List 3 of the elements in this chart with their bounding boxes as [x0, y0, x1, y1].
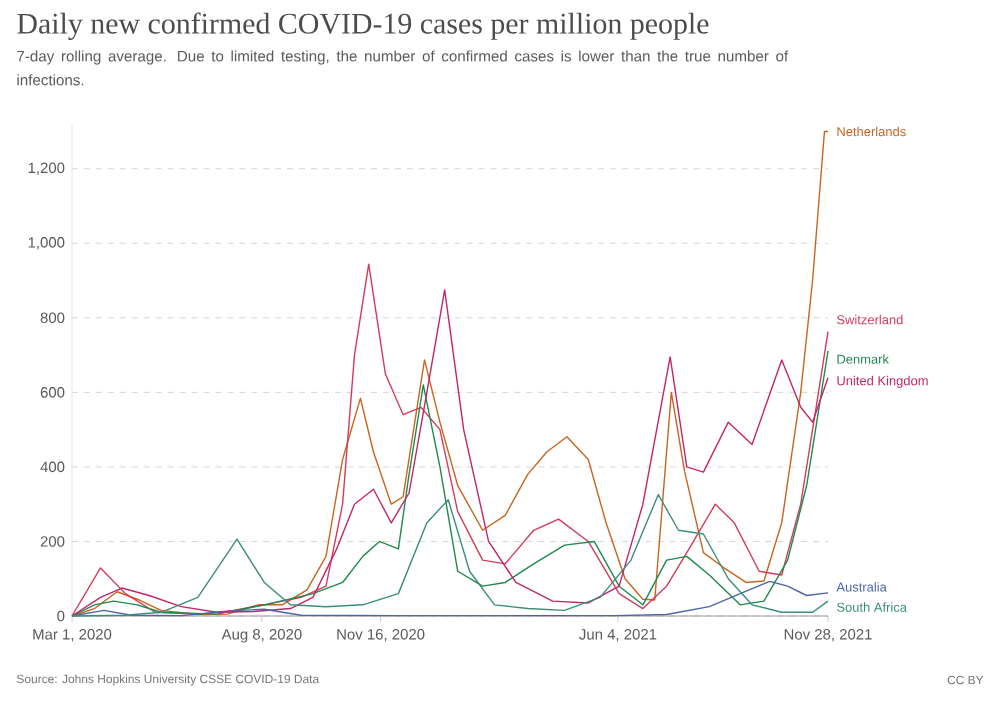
line-series: [71, 350, 829, 617]
chart-title: Daily new confirmed COVID-19 cases per million people: [17, 12, 709, 40]
line-series: [71, 493, 829, 617]
